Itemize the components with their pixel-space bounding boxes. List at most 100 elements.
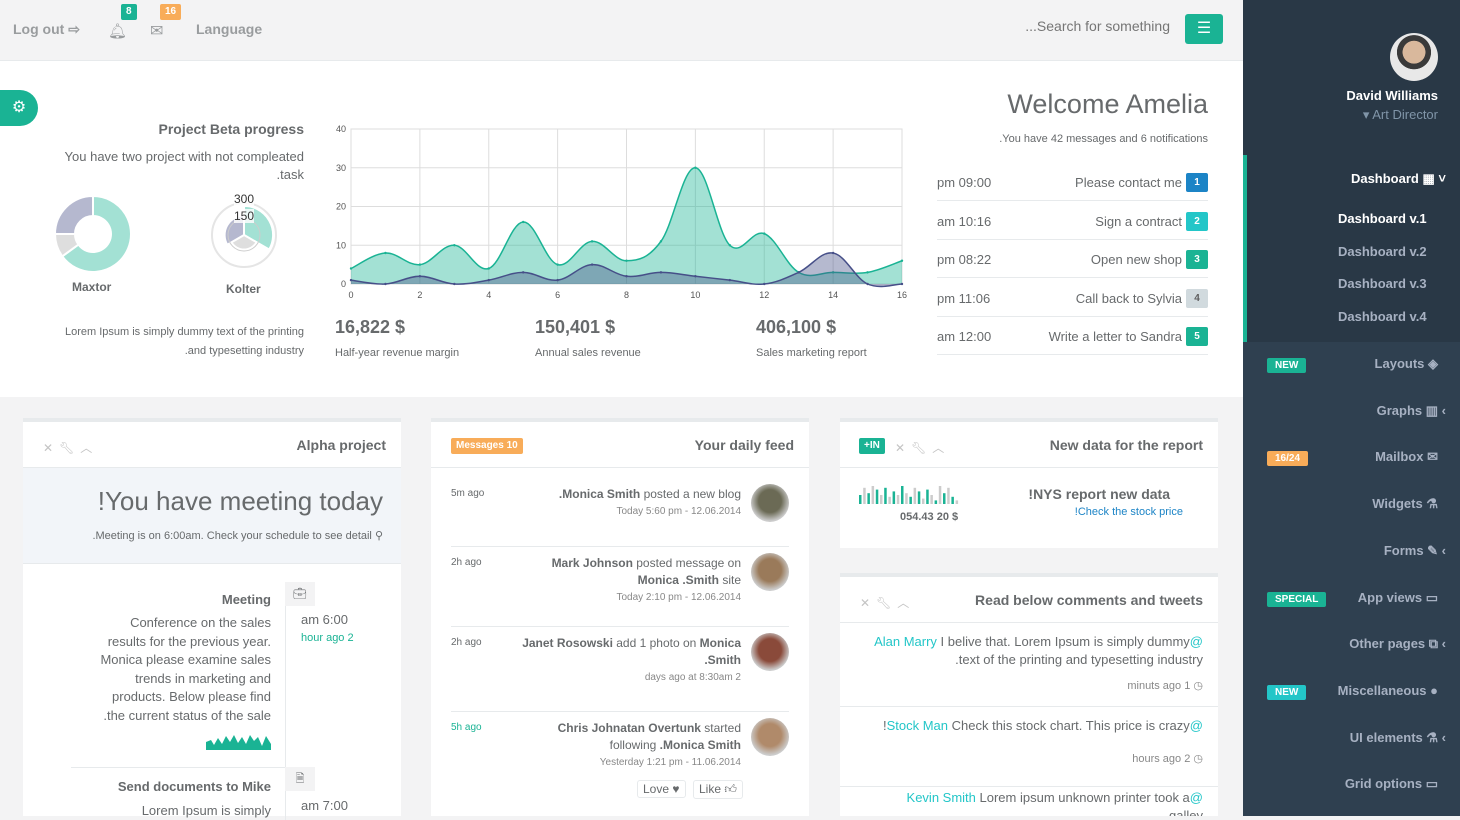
love-button[interactable]: Love ♥	[637, 780, 686, 798]
sidebar-item-icon: ✉	[1423, 449, 1438, 465]
tweet-time: hours ago 2	[1132, 753, 1191, 765]
profile-role: Art Director	[1372, 107, 1438, 122]
avatar[interactable]	[751, 553, 789, 591]
sidebar-item-widgets[interactable]: Widgets ⚗	[1372, 496, 1438, 512]
sparkline-bar	[951, 496, 954, 504]
sidebar-subitem-dashboard-v2[interactable]: Dashboard v.2	[1338, 244, 1427, 259]
tweet-user-link[interactable]: Kevin Smith	[906, 790, 976, 805]
todo-item[interactable]: am 12:00 Write a letter to Sandra 5	[937, 317, 1208, 356]
tweet-user-link[interactable]: Alan Marry	[874, 634, 937, 649]
like-button[interactable]: Like 👍︎	[693, 780, 743, 799]
feed-user-name[interactable]: .Smith	[682, 573, 719, 587]
feed-user-name[interactable]: .Monica Smith	[558, 487, 641, 501]
menu-toggle-button[interactable]: ☰	[1185, 14, 1223, 44]
sidebar-item-other-pages[interactable]: Other pages ⧉ ‹	[1349, 636, 1446, 652]
x-tick-label: 12	[759, 290, 769, 300]
sidebar-item-grid-options[interactable]: Grid options ▭	[1345, 776, 1438, 792]
x-tick-label: 10	[690, 290, 700, 300]
meeting-subtext-label: .Meeting is on 6:00am. Check your schedu…	[92, 530, 372, 542]
language-dropdown[interactable]: Language	[196, 21, 263, 37]
report-headline: !NYS report new data	[1028, 486, 1170, 502]
sidebar-item-label: Graphs	[1376, 402, 1423, 418]
feed-user-name[interactable]: Mark Johnson	[551, 556, 633, 570]
data-point	[659, 271, 663, 274]
todo-time: pm 11:06	[937, 290, 991, 306]
feed-user-name[interactable]: .Monica Smith	[659, 738, 741, 752]
sparkline-bar	[859, 495, 862, 504]
chevron-up-icon[interactable]: ︿	[897, 596, 916, 610]
feed-ago: 2h ago	[451, 557, 482, 568]
data-point	[556, 263, 559, 266]
data-point	[763, 282, 766, 286]
data-point	[659, 240, 663, 243]
feed-item: 5m ago .Monica Smith posted a new blog Tod…	[451, 478, 789, 547]
sidebar-item-icon: ▥ ‹	[1422, 402, 1446, 418]
wrench-icon[interactable]: 🔧︎	[876, 596, 898, 610]
sidebar-badge: SPECIAL	[1267, 591, 1327, 607]
data-point	[831, 271, 835, 274]
dashboard-menu: Dashboard ▦ ˅ Dashboard v.1 Dashboard v.…	[1243, 155, 1460, 342]
tweet-time: minuts ago 1	[1127, 680, 1191, 692]
sidebar-subitem-dashboard-v3[interactable]: Dashboard v.3	[1338, 276, 1427, 291]
chevron-up-icon[interactable]: ︿	[80, 441, 99, 455]
desc-line: .and typesetting industry	[184, 345, 304, 357]
donut-slice	[60, 194, 132, 273]
sidebar-item-dashboard[interactable]: Dashboard ▦ ˅	[1351, 171, 1446, 187]
alpha-project-panel: ✕🔧︎︿ Alpha project !You have meeting toda…	[23, 418, 401, 820]
feed-user-name[interactable]: Janet Rosowski	[522, 636, 613, 650]
data-point	[625, 259, 628, 262]
todo-item[interactable]: pm 11:06 Call back to Sylvia 4	[937, 279, 1208, 317]
sidebar-subitem-dashboard-v1[interactable]: Dashboard v.1	[1338, 211, 1427, 226]
feed-user-name[interactable]: Monica .Smith	[699, 636, 741, 667]
stock-price-link[interactable]: !Check the stock price	[1074, 506, 1183, 518]
sidebar-item-miscellaneous[interactable]: Miscellaneous ●	[1338, 683, 1438, 698]
todo-item[interactable]: am 10:16 Sign a contract 2	[937, 202, 1208, 240]
avatar[interactable]	[751, 633, 789, 671]
bell-icon[interactable]: 🔔︎	[108, 23, 128, 40]
donut-slice	[53, 194, 94, 235]
sidebar-item-icon: ▭	[1422, 776, 1438, 792]
panel-tools[interactable]: ✕🔧︎︿	[895, 439, 950, 456]
close-icon[interactable]: ✕	[895, 441, 912, 455]
todo-text: Open new shop	[1090, 252, 1182, 268]
feed-user-name[interactable]: Chris Johnatan Overtunk	[557, 721, 701, 735]
todo-number-badge: 5	[1186, 327, 1208, 347]
sidebar-subitem-dashboard-v4[interactable]: Dashboard v.4	[1338, 309, 1427, 324]
sidebar-item-graphs[interactable]: Graphs ▥ ‹	[1377, 403, 1446, 419]
sidebar-item-mailbox[interactable]: Mailbox ✉	[1375, 449, 1438, 465]
logout-link[interactable]: Log out ⇨	[13, 21, 80, 38]
data-point	[866, 271, 869, 274]
settings-toggle-button[interactable]: ⚙	[0, 90, 38, 126]
feed-user-name[interactable]: Monica	[637, 573, 679, 587]
sidebar-item-icon: ⧉ ‹	[1425, 636, 1446, 652]
chevron-up-icon[interactable]: ︿	[932, 441, 951, 455]
wrench-icon[interactable]: 🔧︎	[59, 441, 81, 455]
envelope-icon[interactable]: ✉	[150, 23, 164, 40]
panel-title: Read below comments and tweets	[975, 592, 1203, 608]
at-icon: @	[1189, 718, 1203, 733]
project-description: Lorem Ipsum is simply dummy text of the …	[65, 323, 304, 361]
tweet-user-link[interactable]: Stock Man	[886, 718, 949, 733]
at-icon: @	[1189, 790, 1203, 805]
panel-tools[interactable]: ✕🔧︎︿	[43, 439, 98, 456]
sidebar-item-layouts[interactable]: Layouts ◈	[1375, 356, 1438, 372]
close-icon[interactable]: ✕	[860, 596, 877, 610]
sidebar-item-forms[interactable]: Forms ✎ ‹	[1384, 543, 1446, 559]
data-point	[694, 275, 697, 278]
wrench-icon[interactable]: 🔧︎	[911, 441, 933, 455]
avatar[interactable]	[751, 484, 789, 522]
sidebar-item-ui-elements[interactable]: UI elements ⚗ ‹	[1350, 730, 1446, 746]
todo-item[interactable]: pm 08:22 Open new shop 3	[937, 240, 1208, 279]
avatar[interactable]	[1390, 33, 1438, 81]
sidebar-item-label: Layouts	[1374, 356, 1425, 371]
tweet-text: I belive that. Lorem Ipsum is simply dum…	[936, 634, 1190, 649]
feed-date: Today 5:60 pm - 12.06.2014	[616, 506, 741, 517]
sparkline-bar	[909, 496, 912, 504]
sidebar-item-app-views[interactable]: App views ▭	[1358, 590, 1438, 606]
profile-role-dropdown[interactable]: ▾ Art Director	[1363, 107, 1438, 123]
avatar[interactable]	[751, 718, 789, 756]
close-icon[interactable]: ✕	[43, 441, 60, 455]
search-input[interactable]	[960, 18, 1170, 34]
panel-tools[interactable]: ✕🔧︎︿	[860, 594, 915, 611]
todo-item[interactable]: pm 09:00 Please contact me 1	[937, 163, 1208, 201]
